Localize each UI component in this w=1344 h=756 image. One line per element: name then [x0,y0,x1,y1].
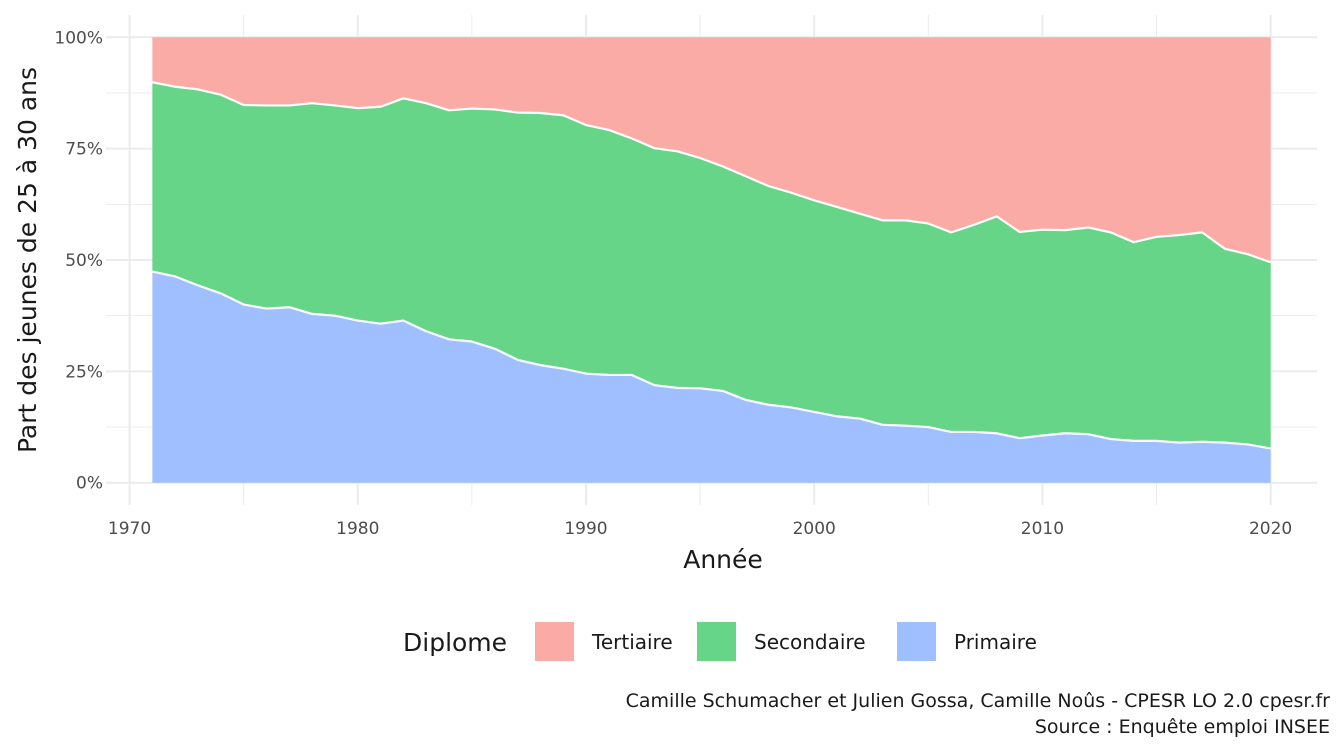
x-tick-label: 1980 [336,519,379,539]
y-tick-label: 75% [65,140,103,160]
area-tertiaire [152,37,1271,263]
x-axis-title: Année [683,545,763,574]
y-tick-label: 50% [65,251,103,271]
y-tick-label: 0% [76,474,103,494]
area-borders [152,81,1271,450]
area-primaire [152,271,1271,483]
caption-credits: Camille Schumacher et Julien Gossa, Cami… [625,690,1330,712]
x-axis-ticks: 1970 1980 1990 2000 2010 2020 [108,519,1292,539]
x-tick-label: 2000 [793,519,836,539]
y-tick-label: 100% [54,28,103,48]
legend-key-primaire [897,622,936,661]
x-tick-label: 1970 [108,519,151,539]
x-tick-label: 1990 [564,519,607,539]
legend: Diplome Tertiaire Secondaire Primaire [403,622,1037,661]
area-series [152,37,1271,483]
x-tick-label: 2010 [1021,519,1064,539]
legend-label-tertiaire: Tertiaire [591,630,673,654]
x-tick-label: 2020 [1249,519,1292,539]
legend-title: Diplome [403,628,507,657]
border-secondaire [152,81,1271,264]
y-axis-title: Part des jeunes de 25 à 30 ans [13,67,42,453]
area-secondaire [152,82,1271,449]
legend-label-primaire: Primaire [954,630,1037,654]
caption-source: Source : Enquête emploi INSEE [1034,716,1330,738]
border-primaire [152,270,1271,450]
legend-label-secondaire: Secondaire [754,630,866,654]
legend-key-tertiaire [535,622,574,661]
y-axis-ticks: 0% 25% 50% 75% 100% [54,28,103,493]
legend-key-secondaire [697,622,736,661]
y-tick-label: 25% [65,362,103,382]
